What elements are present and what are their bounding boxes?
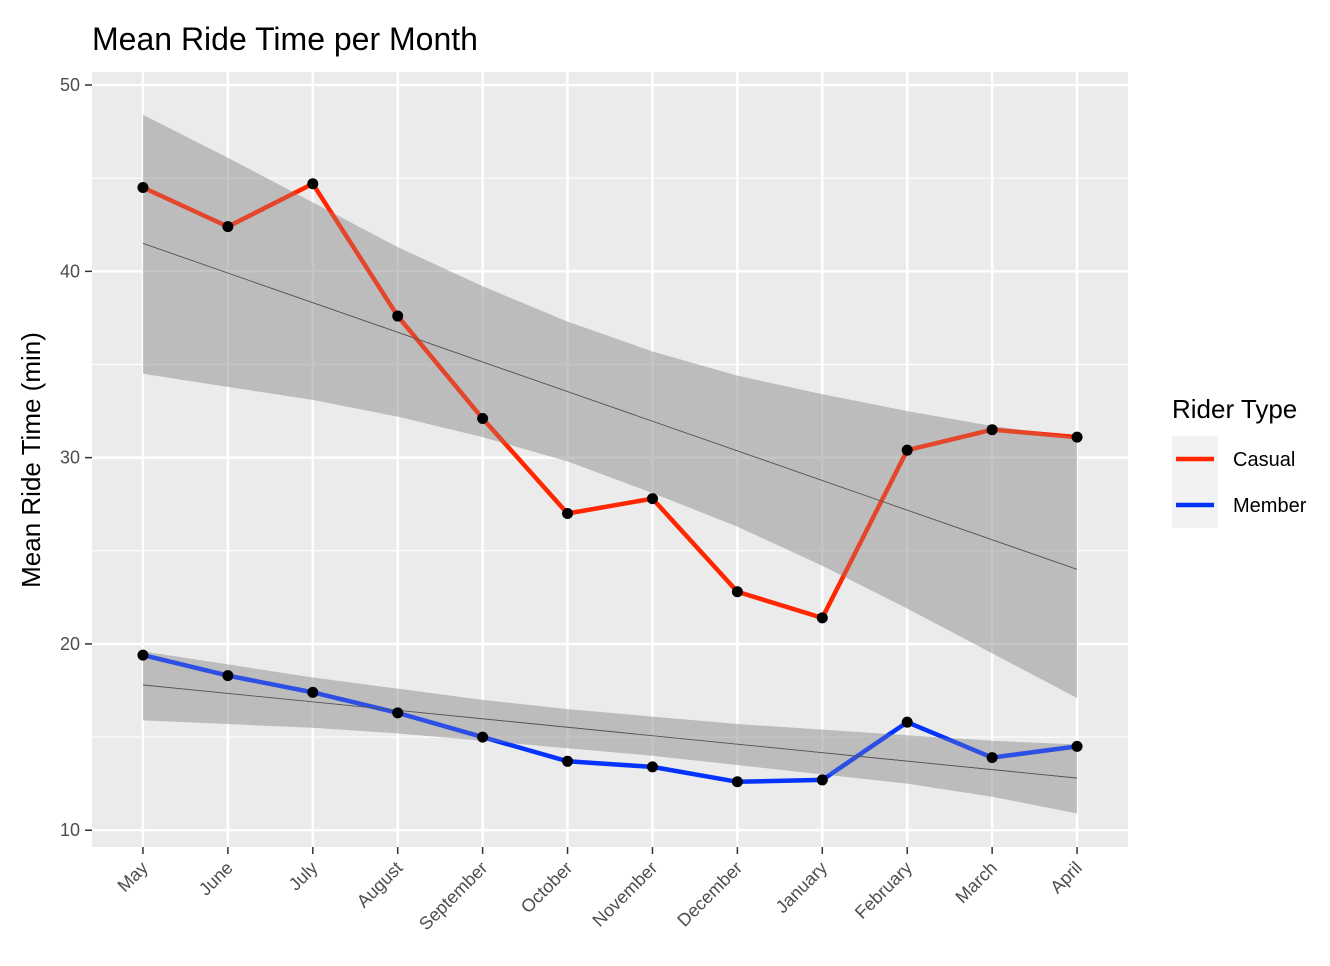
x-tick-label: April (1046, 858, 1086, 898)
series-line-member (142, 652, 1078, 785)
x-tick-label: October (517, 858, 576, 917)
data-point-member (477, 731, 489, 743)
data-point-member (986, 752, 998, 764)
x-tick-label: March (951, 858, 1001, 908)
x-axis: May June July August September October Novembe… (114, 847, 1086, 934)
data-point-casual (816, 612, 828, 624)
data-point-casual (901, 444, 913, 456)
legend-title: Rider Type (1172, 394, 1297, 424)
data-point-casual (137, 182, 149, 194)
data-point-casual (986, 424, 998, 436)
y-tick-label: 20 (60, 634, 80, 654)
trend-line-overlay-casual (142, 243, 1078, 570)
x-tick-label: June (195, 858, 237, 900)
legend-label-casual: Casual (1233, 449, 1295, 471)
data-point-casual (477, 413, 489, 425)
data-point-member (646, 761, 658, 773)
data-points (137, 178, 1083, 788)
confidence-band-member (142, 651, 1078, 814)
chart-title: Mean Ride Time per Month (92, 21, 478, 57)
y-tick-label: 30 (60, 448, 80, 468)
data-point-member (137, 649, 149, 661)
series-lines (142, 181, 1078, 785)
x-tick-label: September (415, 858, 491, 934)
band-overlay-member (142, 651, 1078, 814)
legend-key-background (1172, 436, 1218, 528)
data-point-casual (307, 178, 319, 190)
series-line-casual (142, 181, 1078, 621)
y-tick-label: 40 (60, 261, 80, 281)
x-tick-label: May (114, 858, 152, 896)
y-tick-label: 10 (60, 820, 80, 840)
legend-label-member: Member (1233, 495, 1307, 517)
x-tick-label: December (673, 858, 746, 931)
data-point-member (1071, 740, 1083, 752)
data-point-casual (222, 221, 234, 233)
x-tick-label: January (772, 858, 831, 917)
y-tick-label: 50 (60, 75, 80, 95)
data-point-member (562, 755, 574, 767)
data-point-member (222, 670, 234, 682)
data-point-member (392, 707, 404, 719)
data-point-casual (646, 493, 658, 505)
data-point-casual (562, 508, 574, 520)
data-point-member (816, 774, 828, 786)
x-tick-label: February (851, 858, 916, 923)
data-point-member (307, 686, 319, 698)
band-overlay (142, 114, 1078, 814)
trend-line-overlay-member (142, 684, 1078, 779)
data-point-casual (1071, 431, 1083, 443)
data-point-casual (392, 310, 404, 322)
data-point-casual (731, 586, 743, 598)
data-point-member (731, 776, 743, 788)
y-axis-label: Mean Ride Time (min) (16, 332, 46, 588)
plot-panel (92, 72, 1128, 847)
y-axis: 10 20 30 40 50 (60, 75, 92, 840)
legend: Rider Type Casual Member (1172, 394, 1307, 528)
x-tick-label: July (285, 858, 322, 895)
data-point-member (901, 716, 913, 728)
x-tick-label: August (353, 858, 407, 912)
x-tick-label: November (588, 858, 661, 931)
